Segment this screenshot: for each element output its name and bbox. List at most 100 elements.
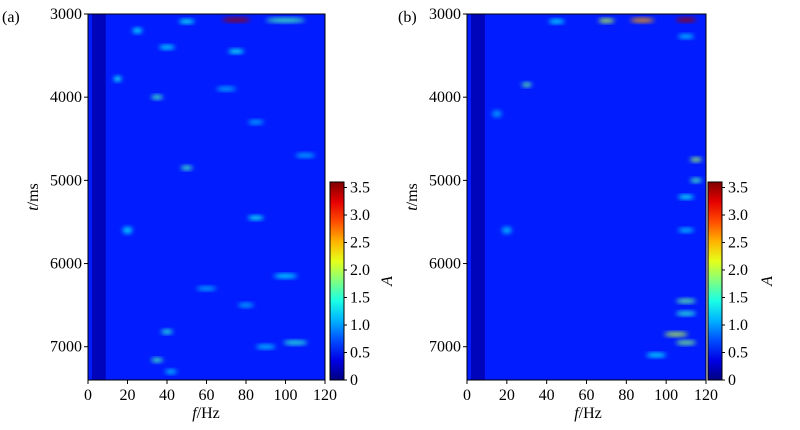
energy-feature (113, 76, 122, 82)
energy-feature (491, 110, 502, 118)
energy-feature (255, 344, 276, 349)
heatmap-background (467, 14, 706, 380)
energy-feature (664, 332, 689, 337)
x-tick-label: 60 (199, 387, 215, 404)
colorbar-label-b: A (759, 276, 776, 287)
energy-feature (690, 157, 703, 162)
energy-feature (678, 34, 695, 39)
x-tick-label: 0 (84, 387, 92, 404)
energy-feature (132, 28, 143, 34)
x-tick-label: 100 (654, 387, 678, 404)
y-tick-label: 7000 (50, 339, 82, 356)
energy-feature (273, 274, 298, 279)
colorbar-tick-label: 0 (728, 372, 736, 389)
energy-feature (690, 178, 703, 183)
x-tick-label: 40 (159, 387, 175, 404)
y-axis-a: 3000 4000 5000 6000 7000 (50, 6, 88, 356)
energy-feature (676, 17, 697, 22)
colorbar-tick-label: 3.0 (350, 207, 370, 224)
x-tick-label: 100 (274, 387, 298, 404)
panel-a-label: (a) (2, 9, 20, 26)
x-tick-label: 120 (694, 387, 718, 404)
colorbar-a: 0 0.5 1.0 1.5 2.0 2.5 3.0 3.5 (329, 180, 370, 389)
energy-feature (216, 86, 237, 91)
colorbar-tick-label: 3.5 (350, 180, 370, 197)
colorbar-tick-label: 2.5 (728, 235, 748, 252)
energy-feature (548, 19, 565, 24)
energy-feature (676, 340, 697, 345)
energy-feature (521, 82, 532, 87)
colorbar-tick-label: 0.5 (350, 345, 370, 362)
low-frequency-band (470, 14, 485, 380)
x-tick-label: 20 (120, 387, 136, 404)
y-tick-label: 7000 (429, 339, 461, 356)
energy-feature (178, 19, 195, 24)
x-tick-label: 60 (579, 387, 595, 404)
energy-feature (646, 353, 667, 358)
x-tick-label: 80 (618, 387, 634, 404)
y-tick-label: 6000 (50, 256, 82, 273)
energy-feature (122, 226, 133, 234)
x-axis-title-b: f/Hz (574, 405, 602, 422)
energy-feature (247, 120, 264, 125)
colorbar-gradient (707, 181, 723, 381)
energy-feature (151, 358, 164, 363)
x-tick-label: 80 (238, 387, 254, 404)
x-tick-label: 0 (463, 387, 471, 404)
colorbar-tick-label: 2.5 (350, 235, 370, 252)
colorbar-tick-label: 1.0 (728, 317, 748, 334)
y-tick-label: 3000 (50, 6, 82, 23)
y-axis-b: 3000 4000 5000 6000 7000 (429, 6, 467, 356)
y-tick-label: 4000 (50, 89, 82, 106)
colorbar-tick-label: 0.5 (728, 345, 748, 362)
y-tick-label: 3000 (429, 6, 461, 23)
heatmap-a (88, 14, 325, 380)
colorbar-tick-label: 3.0 (728, 207, 748, 224)
energy-feature (678, 195, 695, 199)
energy-feature (295, 153, 316, 158)
energy-feature (161, 329, 173, 334)
y-axis-title-b: t/ms (404, 183, 421, 211)
heatmap-background (88, 14, 325, 380)
energy-feature (196, 286, 217, 291)
colorbar-tick-label: 1.5 (728, 290, 748, 307)
energy-feature (247, 215, 264, 220)
energy-feature (283, 340, 308, 345)
energy-feature (159, 45, 175, 50)
panel-b: (b) 3000 4000 5000 6000 7000 0 20 40 60 80 100 120… (398, 6, 776, 422)
energy-feature (222, 17, 250, 22)
x-tick-label: 20 (499, 387, 515, 404)
x-axis-b: 0 20 40 60 80 100 120 (463, 380, 718, 404)
x-axis-title-a: f/Hz (192, 405, 220, 422)
panel-a: (a) 3000 4000 5000 6000 7000 0 20 40 60 80 100 120… (2, 6, 396, 422)
energy-feature (180, 165, 193, 170)
colorbar-b: 0 0.5 1.0 1.5 2.0 2.5 3.0 3.5 (707, 180, 748, 389)
y-tick-label: 6000 (429, 256, 461, 273)
energy-feature (151, 95, 164, 100)
x-tick-label: 120 (313, 387, 337, 404)
y-tick-label: 5000 (50, 172, 82, 189)
energy-feature (238, 303, 254, 308)
panel-b-label: (b) (398, 9, 417, 26)
energy-feature (265, 18, 306, 23)
colorbar-tick-label: 2.0 (350, 262, 370, 279)
x-axis-a: 0 20 40 60 80 100 120 (84, 380, 337, 404)
energy-feature (678, 228, 695, 233)
heatmap-b (467, 14, 706, 380)
colorbar-tick-label: 1.0 (350, 317, 370, 334)
energy-feature (228, 49, 245, 54)
energy-feature (630, 18, 655, 23)
energy-feature (598, 18, 615, 23)
colorbar-label-a: A (379, 276, 396, 287)
colorbar-tick-label: 2.0 (728, 262, 748, 279)
energy-feature (501, 226, 512, 234)
y-axis-title-a: t/ms (25, 183, 42, 211)
low-frequency-band (91, 14, 106, 380)
colorbar-gradient (329, 181, 345, 381)
x-tick-label: 40 (539, 387, 555, 404)
y-tick-label: 4000 (429, 89, 461, 106)
colorbar-tick-label: 3.5 (728, 180, 748, 197)
energy-feature (165, 369, 177, 374)
energy-feature (676, 311, 697, 316)
